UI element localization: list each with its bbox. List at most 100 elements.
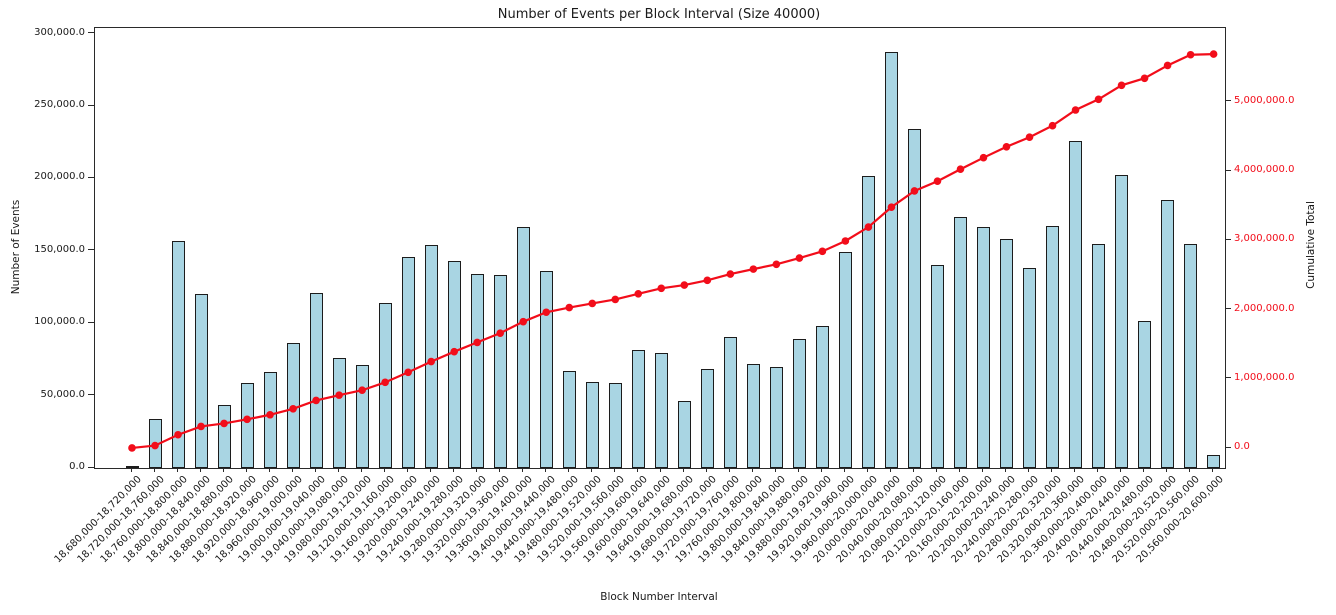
bar-19,680,000-19,720,000: [700, 368, 714, 468]
right-axis-label: Cumulative Total: [1305, 201, 1317, 289]
x-tick: [1166, 468, 1168, 472]
x-tick: [1097, 468, 1099, 472]
cumulative-point: [910, 187, 919, 195]
cumulative-point: [818, 247, 827, 256]
bar-19,440,000-19,480,000: [562, 370, 576, 468]
bar-20,400,000-20,440,000: [1115, 175, 1129, 468]
bar-19,960,000-20,000,000: [861, 176, 875, 468]
x-tick: [130, 468, 132, 472]
x-tick: [981, 468, 983, 472]
right-tick-label: 4,000,000.0: [1234, 164, 1295, 176]
left-tick-label: 100,000.0: [34, 316, 85, 328]
right-tick-label: 0.0: [1234, 441, 1250, 452]
cumulative-point: [243, 415, 251, 424]
x-tick: [406, 468, 408, 472]
bar-20,320,000-20,360,000: [1069, 140, 1083, 468]
cumulative-point: [864, 223, 873, 231]
bar-18,920,000-18,960,000: [263, 372, 277, 468]
x-tick: [176, 468, 178, 472]
bar-18,680,000-18,720,000: [125, 466, 139, 468]
x-tick: [429, 468, 431, 472]
x-tick: [314, 468, 316, 472]
bar-19,360,000-19,400,000: [516, 227, 530, 468]
right-tick-label: 3,000,000.0: [1234, 233, 1295, 245]
left-tick-label: 200,000.0: [34, 171, 85, 183]
x-tick: [866, 468, 868, 472]
cumulative-point: [979, 153, 988, 162]
x-tick: [567, 468, 569, 472]
cumulative-point: [496, 329, 505, 337]
x-tick: [544, 468, 546, 472]
cumulative-point: [1163, 61, 1172, 70]
x-tick: [1028, 468, 1029, 472]
left-tick-label: 0.0: [69, 461, 85, 472]
x-tick: [268, 468, 270, 472]
left-tick-label: 150,000.0: [34, 243, 85, 255]
left-tick: [88, 104, 94, 106]
cumulative-point: [657, 284, 666, 293]
cumulative-point: [174, 430, 182, 439]
bar-19,200,000-19,240,000: [424, 245, 438, 468]
cumulative-point: [358, 386, 366, 395]
left-tick: [88, 176, 94, 178]
bar-20,000,000-20,040,000: [884, 51, 898, 468]
cumulative-point: [749, 265, 758, 273]
x-tick: [636, 468, 638, 472]
right-tick: [1225, 238, 1231, 240]
x-tick: [820, 468, 822, 472]
bar-19,600,000-19,640,000: [654, 353, 668, 468]
left-tick: [88, 466, 94, 468]
cumulative-point: [335, 391, 343, 399]
cumulative-point: [680, 281, 689, 289]
chart-title: Number of Events per Block Interval (Siz…: [497, 7, 821, 22]
cumulative-point: [588, 299, 597, 308]
bar-20,480,000-20,520,000: [1161, 200, 1175, 468]
bar-20,560,000-20,600,000: [1207, 454, 1221, 468]
bar-18,760,000-18,800,000: [171, 240, 185, 468]
cumulative-point: [703, 276, 712, 285]
cumulative-point: [1209, 50, 1218, 58]
x-tick: [1004, 468, 1006, 472]
x-tick: [797, 468, 799, 472]
right-tick-label: 1,000,000.0: [1234, 371, 1295, 383]
right-tick: [1225, 308, 1231, 310]
x-tick: [291, 468, 293, 472]
bar-20,360,000-20,400,000: [1092, 243, 1106, 468]
bar-19,400,000-19,440,000: [539, 270, 553, 468]
cumulative-point: [1186, 50, 1195, 59]
bar-19,720,000-19,760,000: [723, 337, 737, 468]
cumulative-point: [565, 303, 574, 312]
cumulative-point: [266, 410, 274, 419]
cumulative-point: [220, 419, 228, 428]
bar-19,320,000-19,360,000: [493, 274, 507, 468]
cumulative-point: [1025, 133, 1034, 142]
bar-19,760,000-19,800,000: [746, 364, 760, 468]
cumulative-line-layer: [128, 50, 1218, 452]
bar-19,520,000-19,560,000: [608, 383, 622, 468]
bar-19,480,000-19,520,000: [585, 381, 599, 468]
cumulative-point: [1140, 74, 1149, 83]
x-tick: [475, 468, 477, 472]
right-tick: [1225, 100, 1231, 102]
x-tick: [659, 468, 661, 472]
x-tick: [613, 468, 615, 472]
bar-20,280,000-20,320,000: [1046, 226, 1060, 468]
bar-19,240,000-19,280,000: [447, 260, 461, 468]
x-tick: [360, 468, 362, 472]
x-tick: [337, 468, 339, 472]
bar-19,280,000-19,320,000: [470, 273, 484, 468]
left-tick-label: 300,000.0: [34, 26, 85, 38]
x-tick: [843, 468, 845, 472]
plot-area: [94, 27, 1226, 469]
cumulative-point: [1002, 142, 1011, 151]
cumulative-point: [427, 357, 435, 366]
bar-20,040,000-20,080,000: [907, 129, 921, 468]
cumulative-point: [933, 177, 942, 186]
bar-19,160,000-19,200,000: [401, 257, 415, 468]
x-tick: [153, 468, 155, 472]
x-tick: [590, 468, 592, 472]
bar-20,200,000-20,240,000: [999, 239, 1013, 468]
bar-18,840,000-18,880,000: [217, 404, 231, 468]
cumulative-point: [289, 404, 297, 413]
